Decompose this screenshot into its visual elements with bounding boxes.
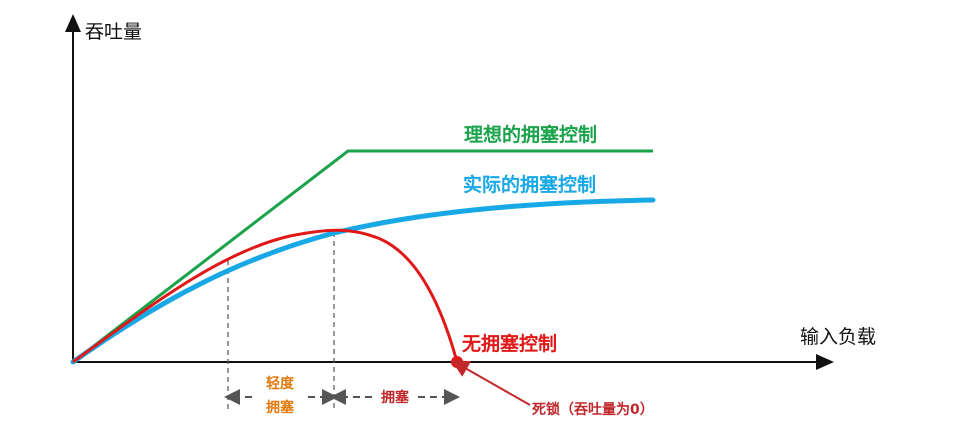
no-control-curve: [72, 228, 459, 364]
light-congestion-label-line1: 轻度: [266, 375, 295, 392]
actual-curve: [70, 197, 656, 365]
y-axis-label: 吞吐量: [85, 21, 142, 43]
congestion-label: 拥塞: [381, 389, 410, 406]
ideal-label: 理想的拥塞控制: [464, 123, 597, 146]
actual-label: 实际的拥塞控制: [463, 173, 596, 196]
no-control-label: 无拥塞控制: [462, 332, 557, 355]
deadlock-label: 死锁（吞吐量为0）: [531, 401, 654, 418]
ideal-curve: [72, 149, 653, 364]
light-congestion-label-line2: 拥塞: [266, 399, 295, 416]
deadlock-point: [451, 356, 463, 368]
deadlock-pointer: [451, 360, 531, 406]
x-axis-label: 输入负载: [800, 326, 876, 348]
